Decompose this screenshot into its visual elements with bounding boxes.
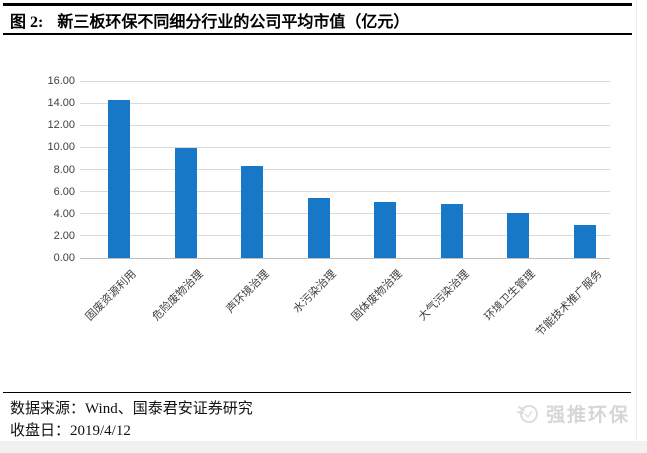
x-axis-category-label: 大气污染治理 bbox=[416, 268, 472, 324]
y-axis-tick-label: 8.00 bbox=[53, 163, 75, 176]
bar-大气污染治理 bbox=[441, 204, 463, 258]
y-axis-tick-label: 12.00 bbox=[47, 119, 75, 132]
bird-logo-icon bbox=[517, 405, 538, 423]
gridline bbox=[80, 124, 610, 126]
page-background-strip bbox=[0, 441, 647, 453]
brand-watermark: 强推环保 bbox=[516, 399, 630, 427]
brand-watermark-text: 强推环保 bbox=[546, 404, 631, 426]
gridline bbox=[80, 235, 610, 237]
gridline bbox=[80, 191, 610, 193]
figure-title: 新三板环保不同细分行业的公司平均市值（亿元） bbox=[57, 14, 410, 31]
figure-label: 图 2: bbox=[10, 14, 44, 31]
data-source-text: 数据来源：Wind、国泰君安证券研究 bbox=[10, 401, 253, 417]
y-axis-tick-label: 4.00 bbox=[53, 207, 75, 220]
x-axis-category-label: 危险废物治理 bbox=[150, 268, 206, 324]
y-axis-tick-label: 16.00 bbox=[47, 75, 75, 87]
footer-divider-rule bbox=[3, 392, 631, 393]
y-axis-tick-label: 2.00 bbox=[53, 229, 75, 242]
bar-固废资源利用 bbox=[108, 100, 130, 258]
gridline bbox=[80, 80, 610, 82]
bar-节能技术推广服务 bbox=[574, 225, 596, 258]
figure-right-edge bbox=[636, 0, 637, 441]
gridline bbox=[80, 213, 610, 215]
x-axis-category-label: 水污染治理 bbox=[290, 268, 339, 316]
x-axis-category-label: 固体废物治理 bbox=[349, 268, 405, 324]
figure-top-rule bbox=[3, 3, 632, 6]
gridline bbox=[80, 102, 610, 104]
y-axis-tick-label: 0.00 bbox=[53, 252, 75, 264]
gridline bbox=[80, 169, 610, 170]
x-axis-category-label: 声环境治理 bbox=[224, 268, 272, 316]
title-divider-rule bbox=[3, 33, 632, 35]
bar-声环境治理 bbox=[241, 166, 263, 258]
figure-title-bar: 图 2: 新三板环保不同细分行业的公司平均市值（亿元） bbox=[3, 7, 632, 33]
bar-危险废物治理 bbox=[175, 148, 197, 258]
y-axis-tick-label: 6.00 bbox=[53, 185, 75, 198]
y-axis-tick-label: 14.00 bbox=[47, 97, 75, 110]
y-axis-tick-label: 10.00 bbox=[47, 141, 75, 154]
close-date-text: 收盘日：2019/4/12 bbox=[10, 423, 131, 439]
x-axis-line bbox=[80, 257, 610, 259]
x-axis-category-label: 固废资源利用 bbox=[83, 268, 139, 324]
bar-环境卫生管理 bbox=[507, 213, 529, 258]
x-axis-category-label: 节能技术推广服务 bbox=[533, 268, 605, 339]
bar-固体废物治理 bbox=[374, 202, 396, 258]
gridline bbox=[80, 146, 610, 148]
bar-水污染治理 bbox=[308, 198, 330, 258]
x-axis-category-label: 环境卫生管理 bbox=[482, 268, 538, 324]
